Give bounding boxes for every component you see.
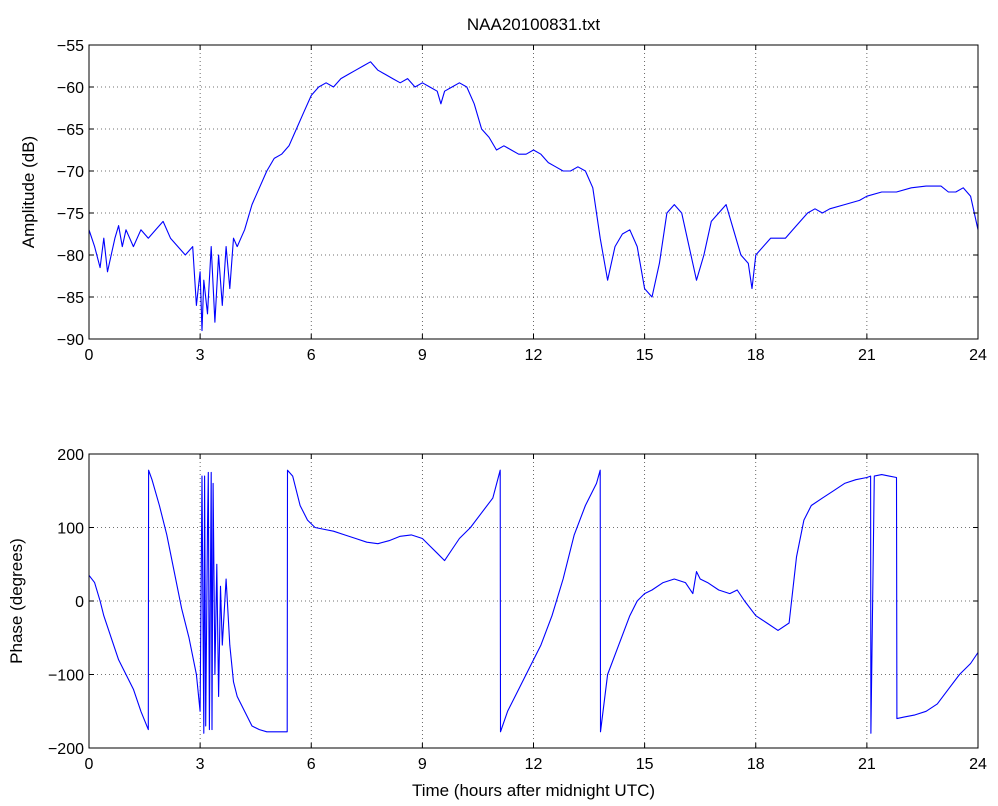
amplitude-x-tick-label: 0	[85, 347, 94, 364]
amplitude-y-tick-label: −80	[57, 248, 84, 265]
phase-ticks	[88, 453, 979, 749]
phase-y-tick-label: −100	[48, 668, 84, 685]
amplitude-y-tick-label: −65	[57, 122, 84, 139]
phase-y-axis-label: Phase (degrees)	[7, 538, 26, 664]
amplitude-grid	[89, 45, 978, 339]
amplitude-ticks	[88, 44, 979, 340]
phase-x-tick-label: 24	[969, 756, 987, 773]
amplitude-x-tick-labels: 0 3 6 9 12 15 18 21 24	[85, 347, 987, 364]
amplitude-series	[88, 61, 979, 332]
phase-y-tick-label: 200	[57, 447, 84, 464]
phase-x-tick-label: 12	[525, 756, 543, 773]
amplitude-x-tick-label: 18	[747, 347, 765, 364]
amplitude-x-tick-label: 9	[418, 347, 427, 364]
amplitude-x-tick-label: 21	[858, 347, 876, 364]
phase-x-axis-label: Time (hours after midnight UTC)	[412, 781, 655, 800]
amplitude-y-tick-label: −70	[57, 164, 84, 181]
phase-grid	[89, 454, 978, 748]
amplitude-y-tick-label: −90	[57, 332, 84, 349]
phase-x-tick-label: 3	[196, 756, 205, 773]
amplitude-y-tick-label: −55	[57, 38, 84, 55]
phase-series	[88, 469, 979, 734]
amplitude-x-tick-label: 6	[307, 347, 316, 364]
phase-x-tick-label: 21	[858, 756, 876, 773]
phase-y-tick-label: 100	[57, 521, 84, 538]
phase-x-tick-label: 6	[307, 756, 316, 773]
phase-series-line	[88, 469, 979, 734]
amplitude-y-tick-label: −75	[57, 206, 84, 223]
amplitude-y-tick-label: −60	[57, 80, 84, 97]
amplitude-y-axis-label: Amplitude (dB)	[19, 136, 38, 248]
amplitude-series-line	[88, 61, 979, 332]
chart-title: NAA20100831.txt	[467, 15, 601, 34]
amplitude-x-tick-label: 15	[636, 347, 654, 364]
phase-y-tick-label: 0	[75, 594, 84, 611]
amplitude-x-tick-label: 24	[969, 347, 987, 364]
phase-x-tick-labels: 0 3 6 9 12 15 18 21 24	[85, 756, 987, 773]
phase-x-tick-label: 0	[85, 756, 94, 773]
amplitude-panel: NAA20100831.txt 0 3 6 9 12 15 18 21 24 −90 −85 −80…	[19, 15, 987, 364]
phase-x-tick-label: 9	[418, 756, 427, 773]
phase-panel: 0 3 6 9 12 15 18 21 24 −200 −100 0 100 200 Phase (de…	[7, 447, 987, 800]
phase-x-tick-label: 18	[747, 756, 765, 773]
amplitude-y-tick-labels: −90 −85 −80 −75 −70 −65 −60 −55	[57, 38, 84, 349]
phase-y-tick-label: −200	[48, 741, 84, 758]
phase-x-tick-label: 15	[636, 756, 654, 773]
amplitude-x-tick-label: 3	[196, 347, 205, 364]
amplitude-x-tick-label: 12	[525, 347, 543, 364]
amplitude-y-tick-label: −85	[57, 290, 84, 307]
phase-y-tick-labels: −200 −100 0 100 200	[48, 447, 84, 758]
